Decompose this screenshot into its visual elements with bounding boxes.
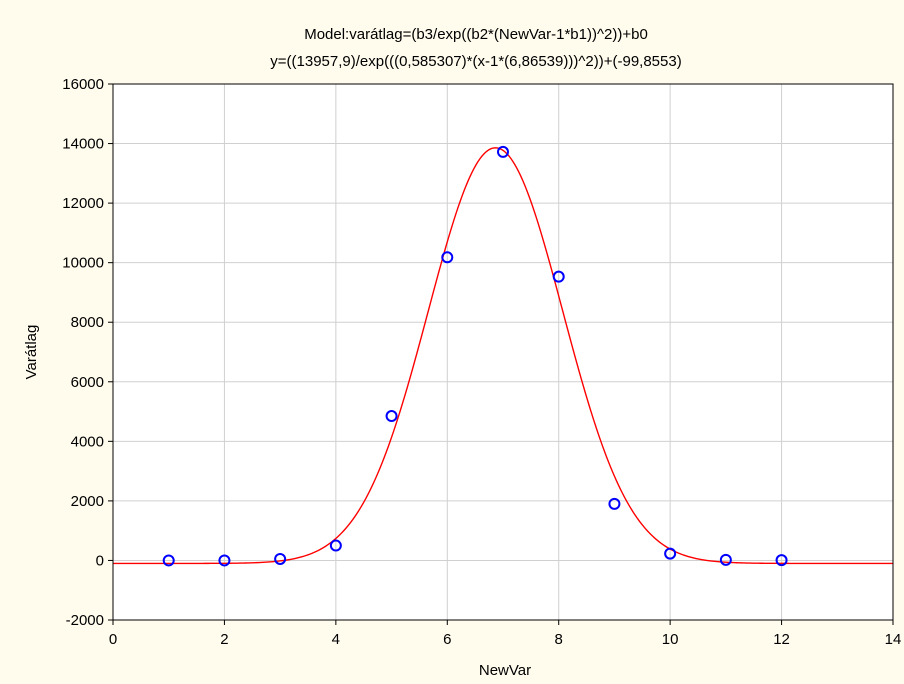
y-tick-label: 0	[96, 552, 104, 569]
data-point	[664, 547, 677, 560]
x-tick-label: 14	[885, 631, 902, 648]
fit-curve	[113, 147, 893, 565]
y-tick-label: 12000	[62, 195, 104, 212]
data-point	[218, 554, 231, 567]
y-axis-label: Varátlag	[23, 325, 40, 380]
y-tick-label: 10000	[62, 255, 104, 272]
data-point	[608, 497, 621, 510]
data-point	[497, 145, 509, 158]
data-point	[385, 410, 398, 423]
x-tick-label: 12	[773, 631, 790, 648]
data-point	[162, 554, 175, 567]
x-axis-ticks: 0 2 4 6 8 10 12 14	[109, 620, 902, 648]
y-tick-label: 4000	[71, 433, 104, 450]
x-tick-label: 10	[662, 631, 679, 648]
data-point	[441, 251, 454, 264]
x-tick-label: 6	[443, 631, 451, 648]
chart-subtitle: y=((13957,9)/exp(((0,585307)*(x-1*(6,865…	[270, 53, 681, 70]
data-point	[552, 270, 565, 283]
data-point	[719, 553, 732, 566]
y-axis-ticks: -2000 0 2000 4000 6000 8000 10000 12000 14000 160…	[62, 76, 113, 629]
gridlines	[113, 84, 893, 620]
data-point	[329, 539, 342, 552]
x-tick-label: 8	[555, 631, 563, 648]
plot-border	[112, 83, 894, 621]
x-tick-label: 2	[220, 631, 228, 648]
y-tick-label: 6000	[71, 374, 104, 391]
y-tick-label: 14000	[62, 136, 104, 153]
chart-title: Model:varátlag=(b3/exp((b2*(NewVar-1*b1)…	[304, 26, 648, 43]
y-tick-label: 16000	[62, 76, 104, 93]
y-tick-label: -2000	[66, 612, 104, 629]
x-axis-label: NewVar	[479, 662, 531, 679]
x-tick-label: 0	[109, 631, 117, 648]
plot-area	[112, 83, 894, 621]
data-points	[162, 145, 788, 567]
data-point	[775, 554, 788, 567]
y-tick-label: 8000	[71, 314, 104, 331]
x-tick-label: 4	[332, 631, 340, 648]
y-tick-label: 2000	[71, 493, 104, 510]
data-point	[274, 552, 287, 565]
